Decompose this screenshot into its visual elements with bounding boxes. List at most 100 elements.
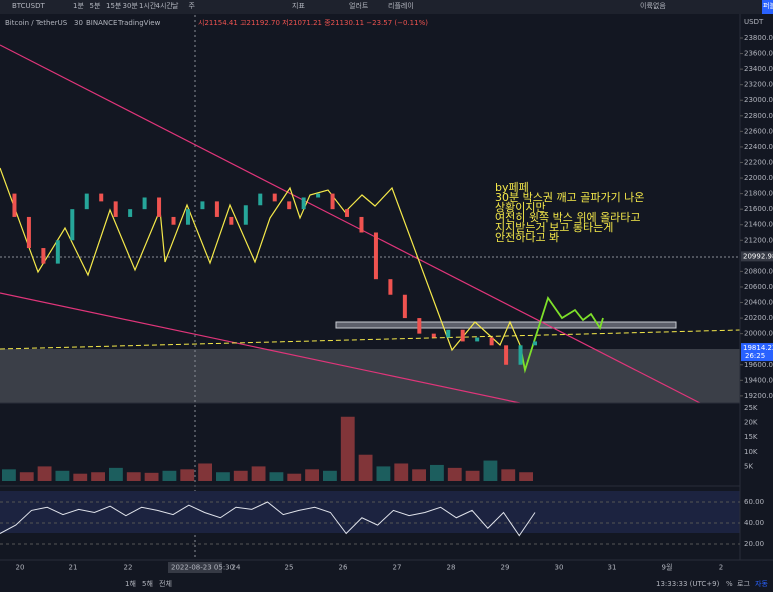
indicators[interactable]: 지표 bbox=[292, 1, 305, 10]
time-label: 26 bbox=[339, 564, 348, 572]
volume-bar bbox=[340, 416, 355, 481]
support-zone bbox=[0, 349, 740, 403]
price-tick: 21800.00 bbox=[744, 190, 773, 198]
symbol[interactable]: BTCUSDT bbox=[12, 2, 46, 10]
candle bbox=[504, 345, 509, 365]
candle bbox=[373, 232, 378, 280]
interval[interactable]: 주 bbox=[189, 2, 196, 10]
interval[interactable]: 1분 bbox=[73, 2, 84, 10]
price-tick: 19400.00 bbox=[744, 376, 773, 384]
interval[interactable]: 15분 bbox=[106, 2, 122, 10]
candle bbox=[316, 193, 321, 198]
volume-tick: 5K bbox=[744, 462, 753, 470]
alert[interactable]: 얼러트 bbox=[349, 1, 369, 10]
price-tick: 20600.00 bbox=[744, 283, 773, 291]
candle bbox=[113, 201, 118, 217]
candle bbox=[402, 294, 407, 319]
publish[interactable]: 퍼블 bbox=[763, 1, 773, 10]
candle bbox=[417, 318, 422, 334]
auto[interactable]: 자동 bbox=[755, 579, 768, 588]
layout[interactable]: 이륙없음 bbox=[640, 1, 666, 10]
candle bbox=[301, 197, 306, 210]
volume-bar bbox=[198, 463, 212, 481]
candle bbox=[12, 193, 17, 217]
volume-tick: 25K bbox=[744, 404, 758, 412]
time-label: 27 bbox=[393, 564, 402, 572]
legend-source: TradingView bbox=[117, 19, 161, 27]
time-label: 25 bbox=[285, 564, 294, 572]
price-tick: 22000.00 bbox=[744, 174, 773, 182]
candle bbox=[214, 201, 219, 217]
price-tick: 23000.00 bbox=[744, 96, 773, 104]
volume-bar bbox=[269, 472, 284, 481]
range[interactable]: 전체 bbox=[159, 579, 172, 588]
volume-bar bbox=[447, 467, 462, 481]
note-line: 여전히 윗쪽 박스 위에 올라타고 bbox=[495, 210, 641, 224]
legend-name: Bitcoin / TetherUS bbox=[5, 19, 68, 27]
log[interactable]: 로그 bbox=[737, 580, 750, 588]
interval[interactable]: 1시간 bbox=[139, 1, 157, 10]
volume-bar bbox=[2, 469, 16, 481]
volume-bar bbox=[144, 472, 159, 481]
rsi-band bbox=[0, 491, 740, 533]
volume-bar bbox=[91, 472, 105, 481]
price-tick: 20800.00 bbox=[744, 267, 773, 275]
percent[interactable]: % bbox=[726, 580, 733, 588]
volume-tick: 10K bbox=[744, 448, 758, 456]
time-label: 2 bbox=[719, 564, 723, 572]
countdown: 26:25 bbox=[745, 352, 765, 360]
volume-bar bbox=[251, 466, 266, 481]
volume-bar bbox=[323, 470, 337, 481]
volume-bar bbox=[519, 472, 533, 481]
price-tick: 19200.00 bbox=[744, 392, 773, 400]
last-tag bbox=[741, 343, 773, 362]
publish-button[interactable] bbox=[762, 0, 773, 14]
volume-bar bbox=[501, 469, 516, 481]
candle bbox=[258, 193, 263, 206]
candle bbox=[272, 193, 277, 202]
volume-tick: 15K bbox=[744, 433, 758, 441]
price-tick: 20200.00 bbox=[744, 314, 773, 322]
price-tick: 21200.00 bbox=[744, 236, 773, 244]
interval[interactable]: 5분 bbox=[90, 2, 101, 10]
candle bbox=[70, 209, 75, 241]
volume-bar bbox=[126, 472, 141, 481]
candle bbox=[243, 205, 248, 225]
range[interactable]: 5해 bbox=[142, 579, 153, 588]
legend-interval: 30 bbox=[74, 19, 83, 27]
volume-tick: 20K bbox=[744, 419, 758, 427]
volume-bar bbox=[358, 454, 373, 481]
marker-label: 20992.98 bbox=[743, 252, 773, 260]
trendline bbox=[0, 292, 521, 404]
candle bbox=[99, 193, 104, 202]
rsi-line bbox=[0, 501, 536, 537]
candle bbox=[229, 216, 234, 225]
candle bbox=[200, 201, 205, 210]
candle bbox=[142, 197, 147, 210]
volume-bar bbox=[55, 470, 70, 481]
volume-bar bbox=[430, 464, 444, 481]
legend-ohlc: 시21154.41 고21192.70 저21071.21 종21130.11 … bbox=[198, 18, 428, 27]
candle bbox=[518, 345, 523, 365]
dashed-support bbox=[0, 329, 741, 350]
interval[interactable]: 30분 bbox=[123, 2, 139, 10]
candle bbox=[345, 209, 350, 217]
currency: USDT bbox=[744, 18, 764, 26]
range[interactable]: 1해 bbox=[125, 579, 136, 588]
interval[interactable]: 4시간 bbox=[156, 1, 174, 10]
note-line: 지지받는거 보고 롱타는게 bbox=[495, 221, 613, 234]
volume-bar bbox=[216, 472, 230, 481]
price-tick: 20400.00 bbox=[744, 299, 773, 307]
replay[interactable]: 리플레이 bbox=[388, 1, 414, 10]
interval[interactable]: 날 bbox=[172, 1, 179, 10]
zigzag bbox=[0, 167, 521, 352]
note-line: 상황이지만 bbox=[495, 201, 546, 214]
volume-bar bbox=[37, 466, 52, 481]
time-label: 29 bbox=[501, 564, 510, 572]
candle bbox=[128, 209, 133, 217]
time-label: 21 bbox=[69, 564, 78, 572]
volume-bar bbox=[412, 469, 426, 481]
box-zone bbox=[335, 321, 677, 329]
